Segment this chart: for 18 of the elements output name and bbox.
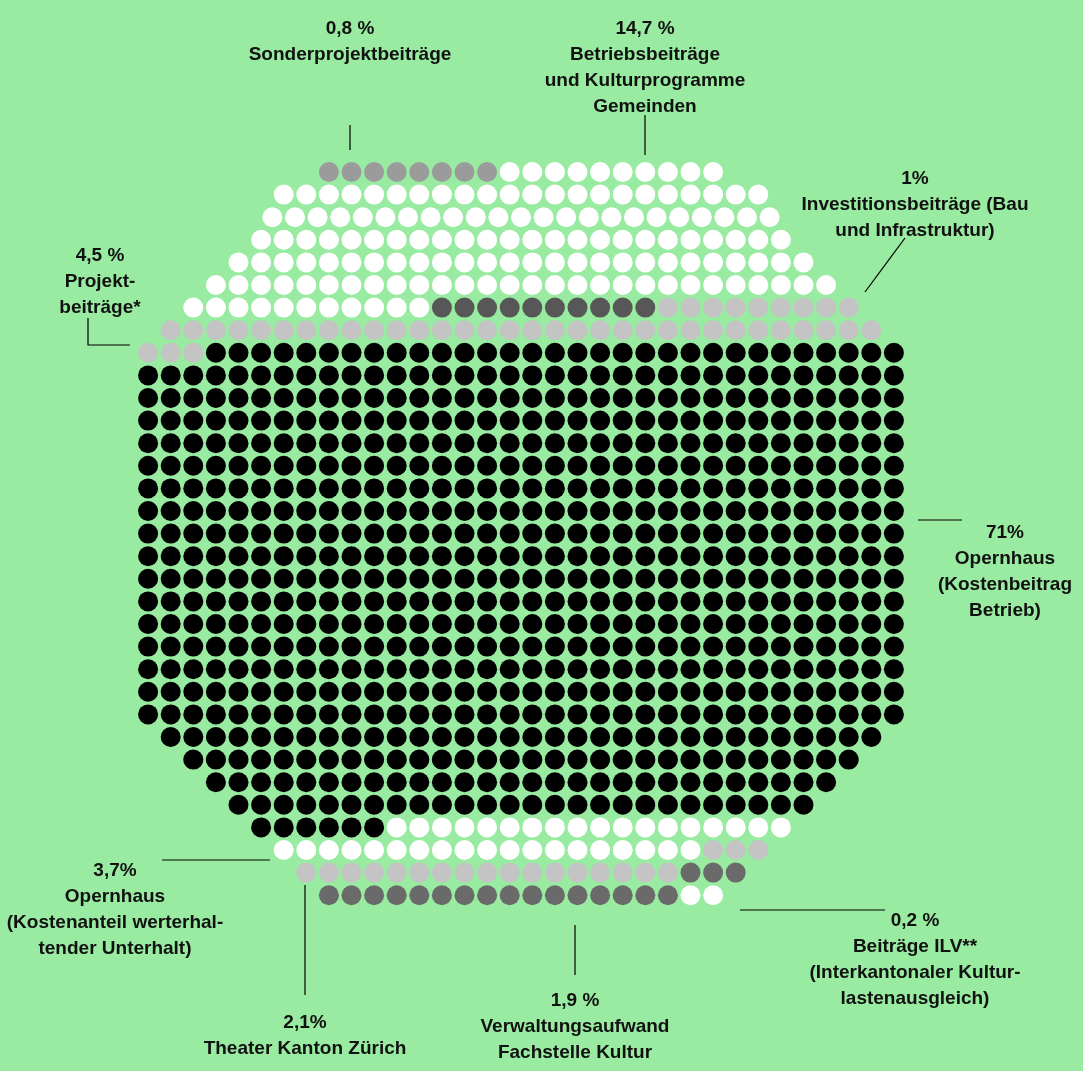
category-label: Verwaltungsaufwand Fachstelle Kultur <box>480 1015 670 1062</box>
data-label: 1,9 % <box>550 989 600 1010</box>
category-label: Sonderprojektbeiträge <box>248 43 452 64</box>
category-label: Projekt- beiträge* <box>59 270 142 317</box>
data-label: 1% <box>901 167 929 188</box>
data-label: 71% <box>985 521 1025 542</box>
data-label: 14,7 % <box>615 17 675 38</box>
category-label: Betriebsbeiträge und Kulturprogramme Gemeinden <box>544 43 746 116</box>
category-label: Theater Kanton Zürich <box>203 1037 407 1058</box>
category-label: Opernhaus (Kostenbeitrag Betrieb) <box>937 547 1073 620</box>
category-label: Investitionsbeiträge (Bau und Infrastruktur) <box>801 193 1029 240</box>
category-label: Opernhaus (Kostenanteil werterhal- tender Unterhalt) <box>6 885 224 958</box>
data-label: 4,5 % <box>75 244 125 265</box>
data-label: 0,8 % <box>325 17 375 38</box>
data-label: 2,1% <box>283 1011 327 1032</box>
data-label: 3,7% <box>93 859 137 880</box>
data-label: 0,2 % <box>890 909 940 930</box>
category-label: Beiträge ILV** (Interkantonaler Kultur- lastenausgleich) <box>809 935 1021 1008</box>
